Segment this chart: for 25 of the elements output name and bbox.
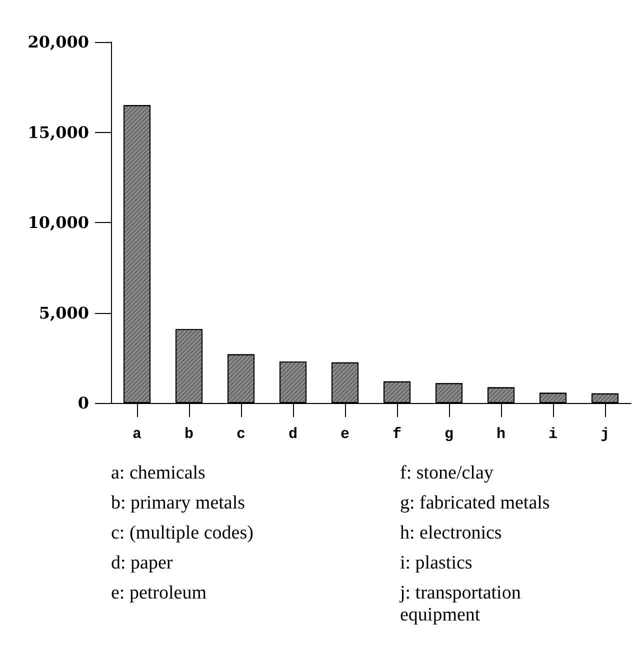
text: d: paper	[111, 552, 174, 574]
y-tick-label: 5,000	[38, 303, 89, 322]
x-tick-label: f	[392, 426, 402, 443]
x-tick-label: b	[184, 426, 194, 443]
x-tick-label: i	[548, 426, 558, 443]
text: c: (multiple codes)	[111, 522, 254, 544]
y-tick-label: 20,000	[28, 32, 89, 52]
x-tick-label: j	[600, 426, 610, 443]
y-tick-label: 10,000	[28, 213, 89, 232]
y-tick-label: 15,000	[28, 122, 89, 142]
text: i: plastics	[400, 552, 472, 574]
text: h: electronics	[400, 522, 502, 544]
x-tick-label: g	[444, 426, 454, 443]
x-tick-label: d	[288, 426, 298, 443]
x-tick-label: h	[496, 426, 506, 443]
text: a: chemicals	[111, 462, 206, 484]
text: j: transportation equipment	[399, 582, 526, 626]
text: e: petroleum	[111, 582, 207, 604]
x-tick-label: c	[236, 426, 246, 443]
text: b: primary metals	[111, 492, 246, 514]
y-tick-label: 0	[78, 394, 89, 412]
text: g: fabricated metals	[400, 492, 550, 514]
x-tick-label: a	[132, 426, 142, 443]
text: f: stone/clay	[400, 462, 494, 484]
x-tick-label: e	[340, 426, 350, 443]
